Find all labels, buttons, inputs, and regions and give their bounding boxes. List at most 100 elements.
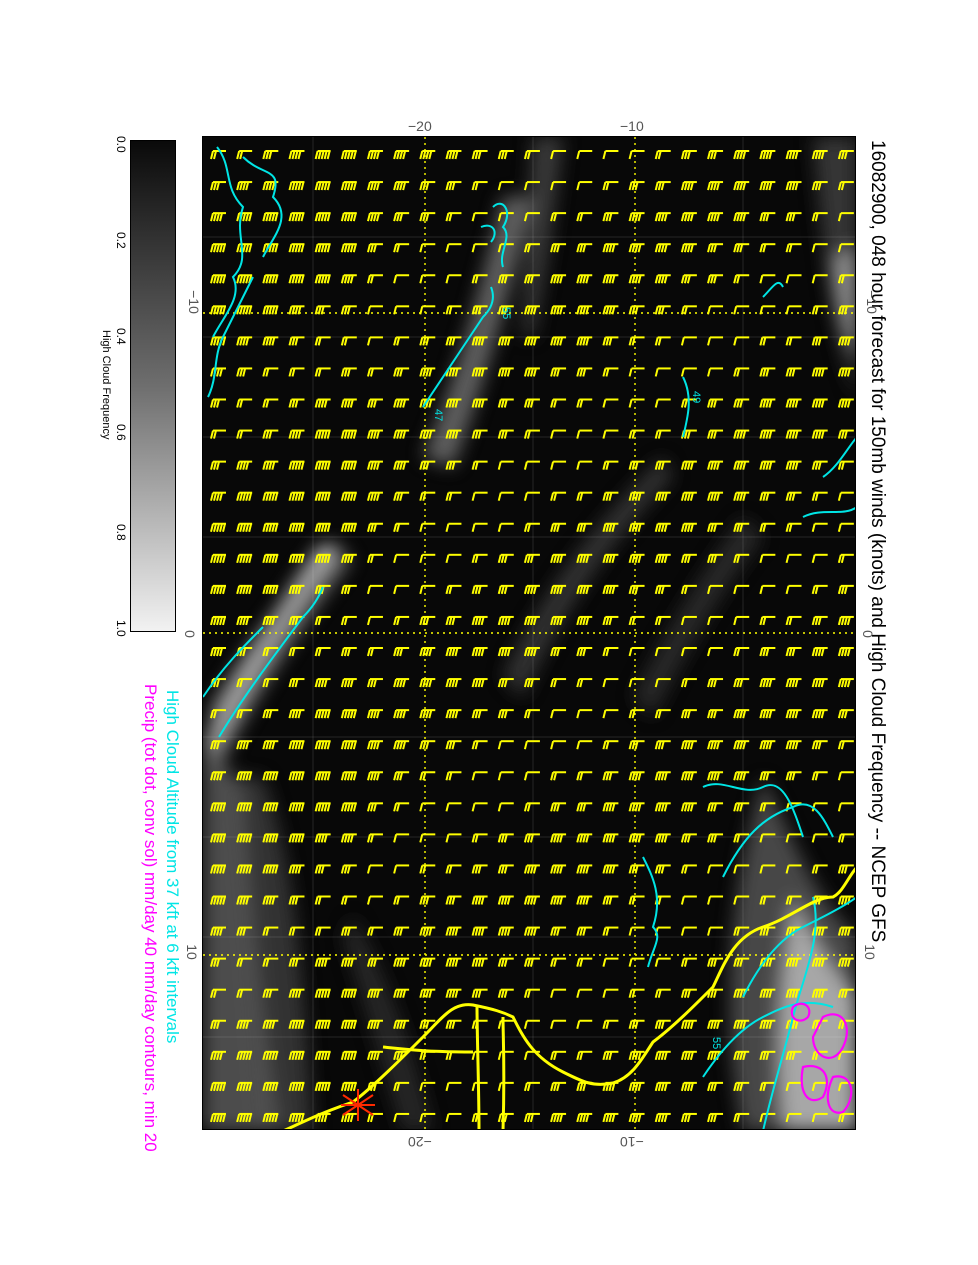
wind-barb xyxy=(471,678,488,688)
wind-barb xyxy=(366,181,383,191)
wind-barb xyxy=(785,709,802,719)
wind-barb xyxy=(210,647,226,657)
wind-barb xyxy=(707,709,724,719)
wind-barb xyxy=(654,460,671,470)
wind-barb xyxy=(262,678,279,688)
wind-barb xyxy=(576,460,593,470)
wind-barb xyxy=(210,460,226,470)
wind-barb xyxy=(654,988,671,998)
wind-barb xyxy=(419,926,436,936)
wind-barb xyxy=(497,584,514,595)
wind-barb xyxy=(576,181,593,191)
wind-barb xyxy=(366,150,383,160)
wind-barb xyxy=(236,957,253,967)
wind-barb xyxy=(628,957,645,967)
contour-label: 55 xyxy=(500,307,512,319)
wind-barb xyxy=(733,522,750,532)
wind-barb xyxy=(393,957,410,967)
wind-barb xyxy=(576,553,593,564)
wind-barb xyxy=(340,895,357,905)
colorbar-tick: 0.0 xyxy=(114,136,128,153)
wind-barb xyxy=(419,678,436,688)
wind-barb xyxy=(707,429,724,439)
wind-barb xyxy=(497,647,514,657)
wind-barb xyxy=(707,460,724,470)
wind-barb xyxy=(471,429,488,439)
wind-barb xyxy=(811,678,828,688)
wind-barb xyxy=(210,491,226,501)
wind-barb xyxy=(550,957,567,967)
wind-barb xyxy=(837,305,854,315)
wind-barb xyxy=(811,1081,828,1092)
contour-labels: 55 47 49 55 xyxy=(432,307,722,1049)
wind-barb xyxy=(340,398,357,408)
wind-barb xyxy=(393,584,410,595)
wind-barb xyxy=(837,398,854,408)
wind-barb xyxy=(236,553,253,564)
wind-barb xyxy=(366,274,383,284)
wind-barb xyxy=(680,895,697,905)
wind-barb xyxy=(366,243,383,253)
wind-barb xyxy=(628,833,645,843)
wind-barb xyxy=(445,553,462,564)
wind-barb xyxy=(733,398,750,408)
contour-label: 47 xyxy=(432,409,444,421)
wind-barb xyxy=(445,491,462,501)
wind-barb xyxy=(837,243,854,253)
wind-barb xyxy=(602,926,619,936)
wind-barb xyxy=(314,1019,331,1029)
wind-barb xyxy=(210,802,226,812)
wind-barb xyxy=(654,833,671,843)
axis-bottom-label: −20 xyxy=(408,1134,432,1150)
wind-barb xyxy=(837,1050,854,1061)
wind-barb xyxy=(523,553,540,564)
wind-barb xyxy=(654,274,671,284)
wind-barb xyxy=(785,740,802,750)
wind-barb xyxy=(236,1112,253,1123)
wind-barb xyxy=(523,615,540,626)
wind-barb xyxy=(628,740,645,750)
wind-barb xyxy=(707,522,724,532)
wind-barb xyxy=(523,957,540,967)
wind-barb xyxy=(707,957,724,967)
wind-barb xyxy=(366,584,383,595)
wind-barb xyxy=(419,895,436,905)
wind-barb xyxy=(654,553,671,564)
wind-barb xyxy=(445,678,462,688)
wind-barb xyxy=(366,212,383,222)
wind-barb xyxy=(785,553,802,564)
precip-contours xyxy=(790,1002,853,1114)
wind-barb xyxy=(550,1081,567,1092)
wind-barb xyxy=(654,771,671,781)
wind-barb xyxy=(837,1112,854,1123)
wind-barb xyxy=(550,647,567,657)
wind-barb xyxy=(785,1081,802,1092)
wind-barb xyxy=(759,1019,776,1029)
colorbar xyxy=(130,140,176,632)
wind-barb xyxy=(602,678,619,688)
wind-barb xyxy=(680,212,697,222)
colorbar-tick: 0.2 xyxy=(114,232,128,249)
wind-barb xyxy=(576,771,593,781)
wind-barb xyxy=(654,398,671,408)
wind-barb xyxy=(680,367,697,377)
wind-barb xyxy=(210,181,226,191)
wind-barb xyxy=(811,274,828,284)
wind-barb xyxy=(262,429,279,439)
wind-barb xyxy=(288,181,305,191)
wind-barb xyxy=(314,833,331,843)
wind-barb xyxy=(471,181,488,191)
wind-barb xyxy=(366,305,383,315)
wind-barb xyxy=(445,212,462,222)
wind-barb xyxy=(628,460,645,470)
wind-barb xyxy=(340,553,357,564)
wind-barb xyxy=(314,491,331,501)
wind-barb xyxy=(262,150,279,160)
wind-barb xyxy=(471,398,488,408)
wind-barb xyxy=(759,460,776,470)
wind-barb xyxy=(550,522,567,532)
wind-barb xyxy=(733,1050,750,1061)
axis-right-label: 0 xyxy=(859,630,876,638)
wind-barb xyxy=(393,150,410,160)
wind-barb xyxy=(314,740,331,750)
